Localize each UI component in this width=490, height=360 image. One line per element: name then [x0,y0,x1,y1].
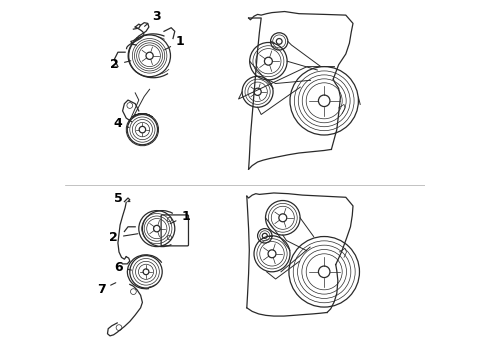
Text: 6: 6 [114,261,131,274]
Text: 3: 3 [145,10,161,26]
Text: 4: 4 [114,117,129,130]
Text: 7: 7 [97,283,116,296]
Text: 2: 2 [109,231,138,244]
Text: 1: 1 [165,35,185,50]
Text: 5: 5 [114,192,130,205]
Text: 2: 2 [110,58,131,71]
Text: 1: 1 [170,210,190,224]
